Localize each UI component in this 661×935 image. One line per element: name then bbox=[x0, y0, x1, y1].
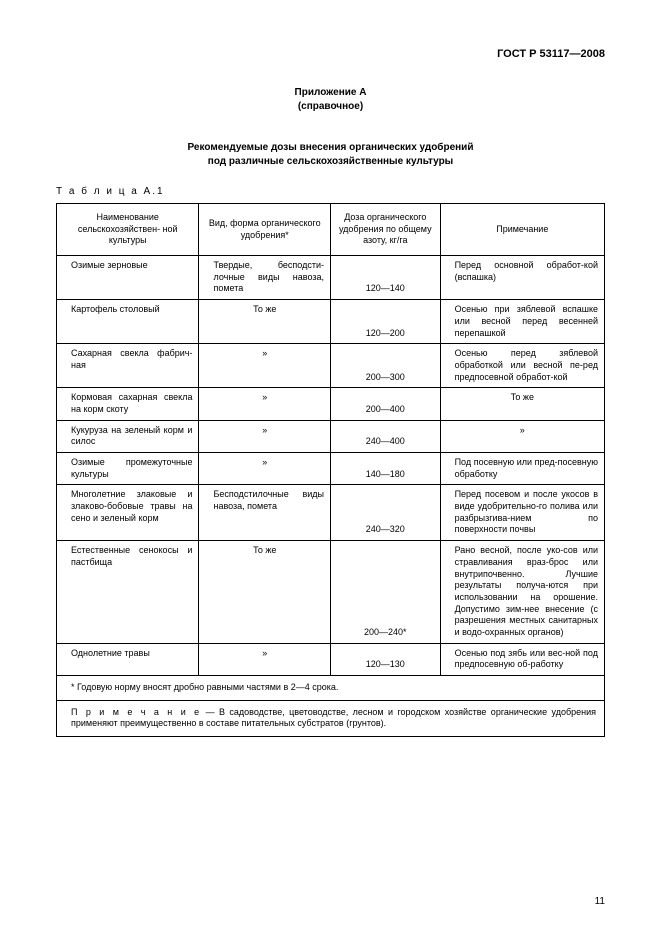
cell-name: Многолетние злаковые и злаково-бобовые т… bbox=[57, 485, 199, 541]
cell-note: Осенью под зябь или вес-ной под предпосе… bbox=[440, 643, 604, 675]
col-header-name: Наименование сельскохозяйствен- ной куль… bbox=[57, 204, 199, 256]
title-line-2: под различные сельскохозяйственные культ… bbox=[208, 156, 453, 167]
table-row: Кукуруза на зеленый корм и силос»240—400… bbox=[57, 420, 605, 452]
cell-form: » bbox=[199, 453, 331, 485]
table-row: Озимые зерновыеТвердые, бесподсти-лочные… bbox=[57, 256, 605, 300]
cell-dose: 240—320 bbox=[330, 485, 440, 541]
document-id: ГОСТ Р 53117—2008 bbox=[56, 48, 605, 60]
cell-dose: 200—240* bbox=[330, 541, 440, 644]
cell-dose: 240—400 bbox=[330, 420, 440, 452]
cell-dose: 200—300 bbox=[330, 344, 440, 388]
cell-note: Осенью перед зяблевой обработкой или вес… bbox=[440, 344, 604, 388]
data-table: Наименование сельскохозяйствен- ной куль… bbox=[56, 203, 605, 737]
table-row: Сахарная свекла фабрич-ная»200—300Осенью… bbox=[57, 344, 605, 388]
table-head: Наименование сельскохозяйствен- ной куль… bbox=[57, 204, 605, 256]
section-title: Рекомендуемые дозы внесения органических… bbox=[56, 141, 605, 168]
table-footnote: * Годовую норму вносят дробно равными ча… bbox=[57, 676, 605, 701]
appendix-heading: Приложение А (справочное) bbox=[56, 86, 605, 113]
cell-note: » bbox=[440, 420, 604, 452]
table-row: Многолетние злаковые и злаково-бобовые т… bbox=[57, 485, 605, 541]
table-body: Озимые зерновыеТвердые, бесподсти-лочные… bbox=[57, 256, 605, 676]
cell-note: Перед основной обработ-кой (вспашка) bbox=[440, 256, 604, 300]
page: ГОСТ Р 53117—2008 Приложение А (справочн… bbox=[0, 0, 661, 935]
title-line-1: Рекомендуемые дозы внесения органических… bbox=[188, 142, 474, 153]
cell-name: Сахарная свекла фабрич-ная bbox=[57, 344, 199, 388]
table-note: П р и м е ч а н и е — В садоводстве, цве… bbox=[57, 700, 605, 736]
cell-note: Рано весной, после уко-сов или стравлива… bbox=[440, 541, 604, 644]
appendix-type: (справочное) bbox=[298, 101, 363, 112]
table-row: Кормовая сахарная свекла на корм скоту»2… bbox=[57, 388, 605, 420]
cell-dose: 120—200 bbox=[330, 300, 440, 344]
table-label: Т а б л и ц а А.1 bbox=[56, 186, 605, 197]
cell-name: Кормовая сахарная свекла на корм скоту bbox=[57, 388, 199, 420]
cell-form: Твердые, бесподсти-лочные виды навоза, п… bbox=[199, 256, 331, 300]
cell-note: Перед посевом и после укосов в виде удоб… bbox=[440, 485, 604, 541]
table-row: Естественные сенокосы и пастбищаТо же200… bbox=[57, 541, 605, 644]
cell-form: То же bbox=[199, 300, 331, 344]
col-header-note: Примечание bbox=[440, 204, 604, 256]
cell-note: То же bbox=[440, 388, 604, 420]
cell-dose: 200—400 bbox=[330, 388, 440, 420]
cell-dose: 120—130 bbox=[330, 643, 440, 675]
cell-name: Картофель столовый bbox=[57, 300, 199, 344]
table-row: Картофель столовыйТо же120—200Осенью при… bbox=[57, 300, 605, 344]
cell-name: Озимые промежуточные культуры bbox=[57, 453, 199, 485]
cell-name: Однолетние травы bbox=[57, 643, 199, 675]
col-header-dose: Доза органического удобрения по общему а… bbox=[330, 204, 440, 256]
cell-form: » bbox=[199, 420, 331, 452]
cell-dose: 140—180 bbox=[330, 453, 440, 485]
col-header-form: Вид, форма органического удобрения* bbox=[199, 204, 331, 256]
appendix-label: Приложение А bbox=[295, 87, 367, 98]
cell-dose: 120—140 bbox=[330, 256, 440, 300]
cell-name: Озимые зерновые bbox=[57, 256, 199, 300]
table-note-label: П р и м е ч а н и е bbox=[71, 707, 201, 717]
cell-name: Естественные сенокосы и пастбища bbox=[57, 541, 199, 644]
page-number: 11 bbox=[595, 896, 605, 907]
cell-name: Кукуруза на зеленый корм и силос bbox=[57, 420, 199, 452]
table-row: Однолетние травы»120—130Осенью под зябь … bbox=[57, 643, 605, 675]
table-row: Озимые промежуточные культуры»140—180Под… bbox=[57, 453, 605, 485]
cell-note: Осенью при зяблевой вспашке или весной п… bbox=[440, 300, 604, 344]
cell-form: » bbox=[199, 388, 331, 420]
cell-form: » bbox=[199, 643, 331, 675]
cell-note: Под посевную или пред-посевную обработку bbox=[440, 453, 604, 485]
cell-form: То же bbox=[199, 541, 331, 644]
cell-form: » bbox=[199, 344, 331, 388]
cell-form: Бесподстилочные виды навоза, помета bbox=[199, 485, 331, 541]
